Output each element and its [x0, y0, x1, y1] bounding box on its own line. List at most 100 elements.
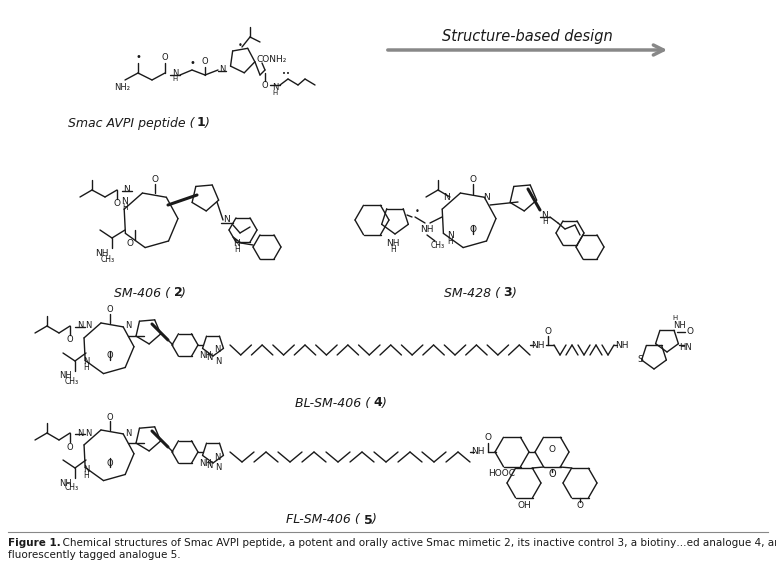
Text: 2: 2 — [174, 286, 182, 299]
Text: N: N — [219, 65, 225, 74]
Text: NH: NH — [199, 352, 211, 361]
Text: •: • — [237, 40, 242, 49]
Text: N: N — [206, 353, 212, 362]
Text: N: N — [206, 461, 212, 470]
Text: ): ) — [181, 286, 185, 299]
Text: SM-428 (: SM-428 ( — [444, 286, 500, 299]
Text: N: N — [171, 69, 178, 77]
Text: H: H — [447, 236, 453, 245]
Text: O: O — [106, 352, 113, 361]
Text: •: • — [135, 52, 141, 62]
Text: Smac AVPI peptide (: Smac AVPI peptide ( — [68, 116, 195, 130]
Text: H: H — [83, 470, 89, 479]
Text: O: O — [151, 176, 158, 185]
Text: N: N — [214, 453, 220, 461]
Text: N: N — [125, 321, 131, 331]
Text: O: O — [161, 53, 168, 62]
Text: ): ) — [205, 116, 210, 130]
Text: O: O — [202, 57, 208, 66]
Text: 4: 4 — [373, 396, 383, 410]
Text: ••: •• — [282, 71, 290, 77]
Text: N: N — [123, 186, 130, 194]
Text: ): ) — [382, 396, 386, 410]
Text: N: N — [483, 194, 490, 203]
Text: N: N — [83, 465, 89, 474]
Text: BL-SM-406 (: BL-SM-406 ( — [295, 396, 370, 410]
Text: fluorescently tagged analogue 5.: fluorescently tagged analogue 5. — [8, 550, 181, 560]
Text: O: O — [67, 442, 73, 452]
Text: N: N — [77, 321, 83, 331]
Text: O: O — [126, 240, 133, 249]
Text: NH: NH — [386, 240, 400, 249]
Text: CH₃: CH₃ — [65, 483, 79, 492]
Text: H: H — [272, 90, 278, 96]
Text: H: H — [234, 244, 240, 253]
Text: N: N — [447, 231, 453, 240]
Text: 3: 3 — [504, 286, 512, 299]
Text: N: N — [85, 321, 92, 331]
Text: N: N — [77, 428, 83, 437]
Text: O: O — [548, 469, 556, 479]
Text: NH₂: NH₂ — [114, 82, 130, 91]
Text: HOOC: HOOC — [489, 470, 515, 478]
Text: NH: NH — [95, 249, 109, 258]
Text: NH: NH — [615, 340, 629, 349]
Text: 1: 1 — [196, 116, 206, 130]
Text: NH: NH — [421, 224, 434, 233]
Text: H: H — [672, 315, 677, 321]
Text: N: N — [214, 345, 220, 354]
Text: H: H — [542, 216, 548, 225]
Text: NH: NH — [60, 478, 72, 487]
Text: O: O — [106, 412, 113, 421]
Text: N: N — [122, 198, 128, 207]
Text: Figure 1.: Figure 1. — [8, 538, 61, 548]
Text: OH: OH — [517, 502, 531, 511]
Text: O: O — [469, 225, 476, 235]
Text: NH: NH — [673, 320, 685, 329]
Text: O: O — [484, 433, 491, 442]
Text: N: N — [223, 215, 230, 224]
Text: H: H — [83, 364, 89, 373]
Text: N: N — [215, 357, 221, 365]
Text: FL-SM-406 (: FL-SM-406 ( — [286, 513, 360, 527]
Text: N: N — [85, 428, 92, 437]
Text: N: N — [234, 239, 241, 248]
Text: O: O — [687, 328, 694, 336]
Text: CH₃: CH₃ — [101, 256, 115, 265]
Text: HN: HN — [679, 344, 691, 353]
Text: O: O — [469, 174, 476, 183]
Text: N: N — [215, 463, 221, 473]
Text: O: O — [545, 328, 552, 336]
Text: O: O — [549, 445, 556, 453]
Text: ): ) — [372, 513, 376, 527]
Text: Structure-based design: Structure-based design — [442, 28, 612, 44]
Text: NH: NH — [60, 371, 72, 381]
Text: N: N — [442, 194, 449, 203]
Text: SM-406 (: SM-406 ( — [114, 286, 170, 299]
Text: N: N — [83, 357, 89, 366]
Text: O: O — [113, 199, 120, 208]
Text: H: H — [122, 203, 128, 212]
Text: O: O — [106, 458, 113, 467]
Text: N: N — [542, 211, 549, 219]
Text: NH: NH — [199, 458, 211, 467]
Text: O: O — [262, 81, 268, 90]
Text: Chemical structures of Smac AVPI peptide, a potent and orally active Smac mimeti: Chemical structures of Smac AVPI peptide… — [56, 538, 776, 548]
Text: O: O — [106, 306, 113, 315]
Text: CH₃: CH₃ — [65, 377, 79, 386]
Text: •: • — [189, 58, 195, 68]
Text: NH: NH — [532, 340, 545, 349]
Text: ): ) — [511, 286, 517, 299]
Text: NH: NH — [471, 448, 485, 457]
Text: CH₃: CH₃ — [431, 240, 445, 249]
Text: O: O — [67, 336, 73, 345]
Text: •: • — [414, 207, 420, 216]
Text: N: N — [272, 82, 278, 91]
Text: S: S — [637, 354, 643, 364]
Text: H: H — [172, 76, 178, 82]
Text: N: N — [125, 428, 131, 437]
Text: 5: 5 — [364, 513, 372, 527]
Text: O: O — [577, 502, 584, 511]
Text: CONH₂: CONH₂ — [257, 56, 287, 65]
Text: H: H — [390, 245, 396, 254]
